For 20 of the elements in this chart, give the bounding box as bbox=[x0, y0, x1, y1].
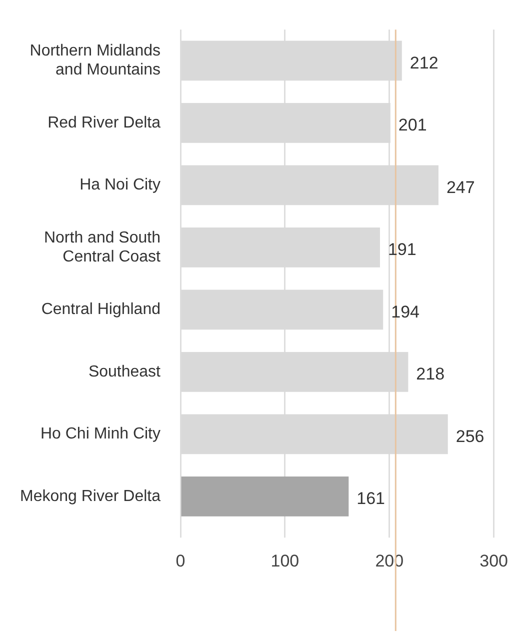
data-label: 161 bbox=[356, 489, 386, 508]
data-label: 247 bbox=[446, 178, 475, 197]
x-tick-label: 300 bbox=[480, 551, 508, 570]
y-tick-label: Ho Chi Minh City bbox=[40, 426, 160, 443]
y-tick-label: Central Highland bbox=[41, 301, 160, 318]
data-label: 212 bbox=[410, 53, 438, 72]
y-tick-label: North and South Central Coast bbox=[44, 229, 162, 266]
y-tick-label: Northern Midlands and Mountains bbox=[30, 42, 160, 79]
y-tick-label: Southeast bbox=[88, 363, 162, 380]
bar bbox=[181, 476, 349, 516]
data-label: 191 bbox=[388, 240, 416, 260]
x-tick-label: 0 bbox=[176, 551, 186, 570]
y-tick-label: Mekong River Delta bbox=[20, 488, 161, 505]
y-tick-label: Ha Noi City bbox=[80, 176, 160, 194]
data-label: 201 bbox=[398, 116, 427, 135]
data-label: 194 bbox=[391, 302, 420, 322]
data-label: 256 bbox=[456, 426, 484, 446]
data-label: 218 bbox=[416, 364, 445, 384]
x-tick-label: 100 bbox=[270, 551, 300, 570]
y-tick-label: Red River Delta bbox=[48, 114, 161, 132]
